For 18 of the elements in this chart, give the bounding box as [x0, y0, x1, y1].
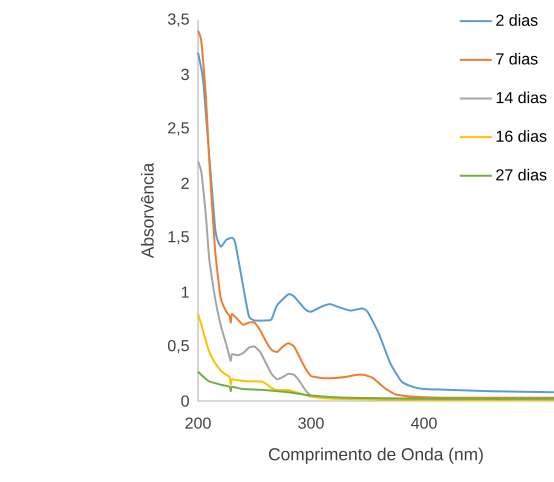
y-tick-label: 3,5	[168, 13, 189, 27]
x-tick-label: 300	[298, 417, 324, 429]
y-tick-label: 0,5	[168, 340, 189, 354]
legend-label: 16 dias	[496, 130, 546, 142]
legend-label: 27 dias	[496, 168, 546, 181]
y-tick-label: 1,5	[168, 231, 189, 244]
y-tick-label: 1	[182, 286, 189, 298]
x-axis-title: Comprimento de Onda (nm)	[268, 448, 483, 464]
y-axis-title: Absorvência	[140, 162, 154, 258]
y-tick-label: 2,5	[168, 122, 189, 136]
y-tick-label: 3	[181, 68, 189, 80]
legend-label: 14 dias	[496, 92, 546, 104]
y-tick-label: 0	[181, 395, 189, 407]
legend-label: 7 dias	[496, 52, 538, 65]
legend-label: 2 dias	[496, 14, 538, 26]
y-tick-label: 2	[181, 178, 189, 189]
x-tick-label: 200	[185, 417, 211, 429]
x-tick-label: 400	[411, 417, 437, 429]
